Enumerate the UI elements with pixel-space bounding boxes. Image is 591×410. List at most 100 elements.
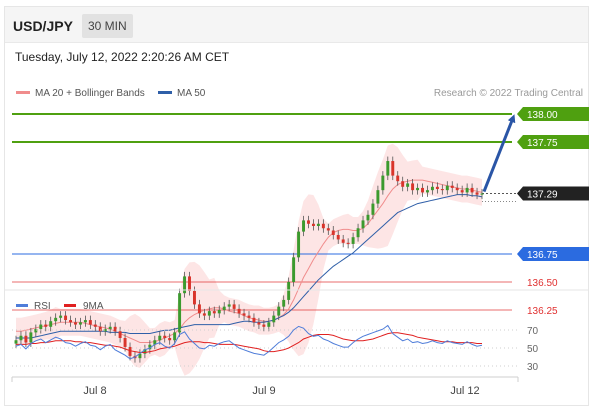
candle-body [366, 214, 370, 221]
candle-body [331, 230, 335, 235]
candle-body [237, 308, 241, 314]
candle-body [103, 329, 107, 332]
candle-body [297, 231, 301, 258]
candle-body [64, 315, 68, 321]
candle-body [336, 234, 340, 240]
candle-body [108, 326, 112, 330]
candle-body [44, 324, 48, 327]
forecast [482, 114, 516, 193]
candle-body [411, 183, 415, 191]
rsi-legend-label: RSI [34, 301, 51, 312]
level-label-137.29: 137.29 [527, 190, 558, 201]
candle-body [197, 304, 201, 314]
ma50-legend-swatch [158, 91, 172, 94]
candle-body [217, 310, 221, 314]
candle-body [396, 175, 400, 182]
rsi-tick-70: 70 [527, 326, 539, 337]
candle-body [267, 322, 271, 327]
candle-body [113, 326, 117, 332]
level-tag-136.75 [517, 247, 589, 261]
candle-body [39, 324, 43, 330]
candle-body [307, 220, 310, 224]
rsi-panel: 70 50 30 [12, 324, 539, 373]
candle-body [277, 306, 281, 316]
candle-body [153, 340, 157, 345]
timeframe-badge[interactable]: 30 MIN [82, 14, 133, 38]
candle-body [262, 324, 266, 327]
main-legend: MA 20 + Bollinger Bands MA 50 Research ©… [16, 88, 583, 99]
candle-body [183, 276, 187, 294]
x-tick-label: Jul 8 [83, 385, 106, 397]
candle-body [425, 190, 429, 193]
candle-body [69, 320, 73, 323]
level-label-136.75: 136.75 [527, 250, 558, 261]
ma9-legend-label: 9MA [83, 301, 104, 312]
candle-body [212, 311, 216, 314]
ma9-line [16, 332, 482, 353]
credit-text: Research © 2022 Trading Central [434, 88, 583, 99]
timestamp: Tuesday, July 12, 2022 2:20:26 AM CET [15, 50, 230, 64]
candle-body [321, 223, 325, 229]
candle-body [242, 313, 246, 316]
candle-body [123, 338, 127, 347]
candle-body [207, 311, 211, 316]
candle-body [435, 186, 439, 190]
bollinger-band-area [16, 143, 482, 376]
candle-body [346, 242, 350, 244]
price-levels [12, 113, 518, 311]
candles [14, 156, 484, 363]
candle-body [49, 321, 53, 327]
candle-body [316, 223, 320, 226]
candle-body [192, 290, 196, 305]
rsi-legend: RSI 9MA [16, 301, 104, 312]
rsi-tick-30: 30 [527, 362, 539, 373]
candle-body [470, 187, 474, 193]
candle-body [29, 332, 33, 343]
candle-body [93, 324, 97, 327]
bollinger-bands [16, 143, 482, 376]
candle-body [282, 299, 286, 307]
x-tick-label: Jul 12 [450, 385, 479, 397]
candle-body [351, 237, 355, 244]
candle-body [445, 185, 449, 191]
level-label-138.00: 138.00 [527, 110, 558, 121]
candle-body [272, 315, 276, 323]
candle-body [421, 187, 424, 193]
candle-body [341, 239, 345, 243]
candle-body [222, 306, 226, 310]
candle-body [227, 304, 231, 307]
candle-body [401, 181, 405, 187]
candle-body [475, 192, 479, 195]
candle-body [202, 313, 206, 316]
candle-body [386, 161, 390, 176]
candle-body [480, 193, 484, 195]
candle-body [14, 340, 18, 344]
ma20-legend-swatch [16, 91, 30, 94]
candle-body [148, 344, 152, 350]
candle-body [232, 304, 236, 309]
candle-body [128, 346, 132, 356]
candle-body [138, 353, 142, 359]
candle-body [292, 257, 296, 282]
candle-body [188, 276, 191, 291]
candle-body [19, 335, 23, 341]
candle-body [391, 161, 395, 176]
ma50-legend-label: MA 50 [177, 88, 206, 99]
level-label-136.25: 136.25 [527, 306, 558, 317]
candle-body [406, 183, 410, 187]
candle-body [252, 317, 256, 323]
level-labels: 138.00 137.75 137.29 136.75 136.50 136.25 [517, 107, 589, 317]
x-tick-label: Jul 9 [252, 385, 275, 397]
candle-body [450, 185, 454, 188]
candle-body [74, 322, 77, 325]
candle-body [465, 187, 469, 193]
candle-body [158, 335, 162, 341]
candle-body [440, 189, 444, 191]
candle-body [371, 203, 375, 215]
candle-body [460, 190, 464, 193]
candle-body [34, 329, 38, 333]
rsi-tick-50: 50 [527, 344, 539, 355]
rsi-line [15, 324, 483, 360]
ma9-legend-swatch [64, 304, 76, 307]
